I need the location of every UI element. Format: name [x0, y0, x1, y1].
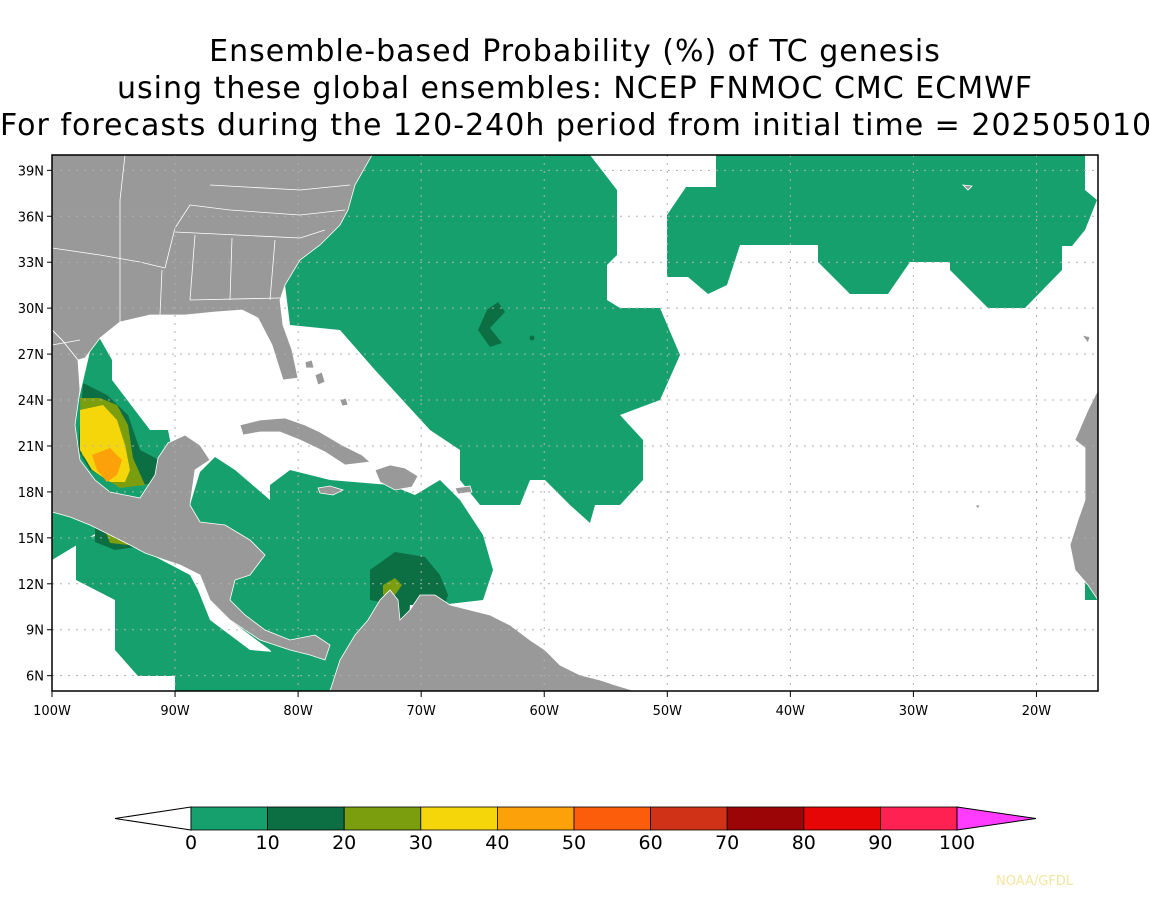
lat-tick-label: 21N	[18, 440, 44, 455]
lat-tick-label: 9N	[26, 624, 44, 639]
land-masses	[52, 155, 1098, 691]
colorbar-swatch	[496, 806, 575, 831]
colorbar-swatch	[650, 806, 728, 831]
colorbar-swatch	[726, 806, 805, 831]
colorbar-swatch	[267, 806, 345, 831]
lat-tick-label: 18N	[18, 486, 44, 501]
lon-tick-label: 80W	[283, 704, 313, 719]
lat-tick-label: 15N	[18, 532, 44, 547]
lon-tick-label: 20W	[1022, 704, 1052, 719]
lat-tick-label: 30N	[18, 302, 44, 317]
colorbar-label: 40	[485, 832, 509, 854]
lat-tick-label: 27N	[18, 348, 44, 363]
lon-tick-label: 30W	[899, 704, 929, 719]
colorbar-swatch	[573, 806, 651, 831]
colorbar-label: 20	[332, 832, 356, 854]
title-line-2: using these global ensembles: NCEP FNMOC…	[116, 71, 1033, 106]
colorbar-label: 80	[792, 832, 816, 854]
lon-tick-label: 60W	[530, 704, 560, 719]
colorbar-label: 30	[409, 832, 433, 854]
colorbar-swatch	[190, 806, 268, 831]
colorbar-label: 90	[868, 832, 892, 854]
colorbar: 0 10 20 30 40 50 60 70 80 90 100	[114, 806, 1037, 854]
colorbar-label: 50	[562, 832, 586, 854]
colorbar-over-arrow	[956, 806, 1037, 831]
title-line-1: Ensemble-based Probability (%) of TC gen…	[209, 34, 941, 69]
lat-tick-label: 39N	[18, 164, 44, 179]
prob-band-40-50	[92, 448, 122, 482]
colorbar-label: 70	[715, 832, 739, 854]
colorbar-swatch	[880, 806, 958, 831]
plot-frame	[51, 154, 1099, 692]
lon-tick-label: 70W	[406, 704, 436, 719]
lat-tick-label: 12N	[18, 578, 44, 593]
lon-tick-label: 40W	[776, 704, 806, 719]
colorbar-label: 10	[256, 832, 280, 854]
lat-tick-label: 33N	[18, 256, 44, 271]
state-boundaries	[52, 155, 351, 346]
colorbar-label: 0	[185, 832, 197, 854]
colorbar-label: 60	[639, 832, 663, 854]
latitude-axis: 39N 36N 33N 30N 27N 24N 21N 18N 15N 12N 9N 6N	[18, 164, 52, 685]
lon-tick-label: 90W	[160, 704, 190, 719]
colorbar-swatch	[420, 806, 498, 831]
graticule	[52, 155, 1098, 691]
credit-label: NOAA/GFDL	[996, 874, 1074, 889]
lon-tick-label: 50W	[653, 704, 683, 719]
longitude-axis: 100W 90W 80W 70W 60W 50W 40W 30W 20W	[33, 691, 1051, 719]
lat-tick-label: 6N	[26, 670, 44, 685]
prob-band-0-10	[52, 155, 1097, 691]
colorbar-swatch	[803, 806, 881, 831]
lon-tick-label: 100W	[33, 704, 71, 719]
lat-tick-label: 24N	[18, 394, 44, 409]
colorbar-swatch	[343, 806, 422, 831]
colorbar-under-arrow	[114, 806, 192, 831]
colorbar-label: 100	[939, 832, 975, 854]
lat-tick-label: 36N	[18, 210, 44, 225]
title-line-3: For forecasts during the 120-240h period…	[0, 108, 1150, 143]
